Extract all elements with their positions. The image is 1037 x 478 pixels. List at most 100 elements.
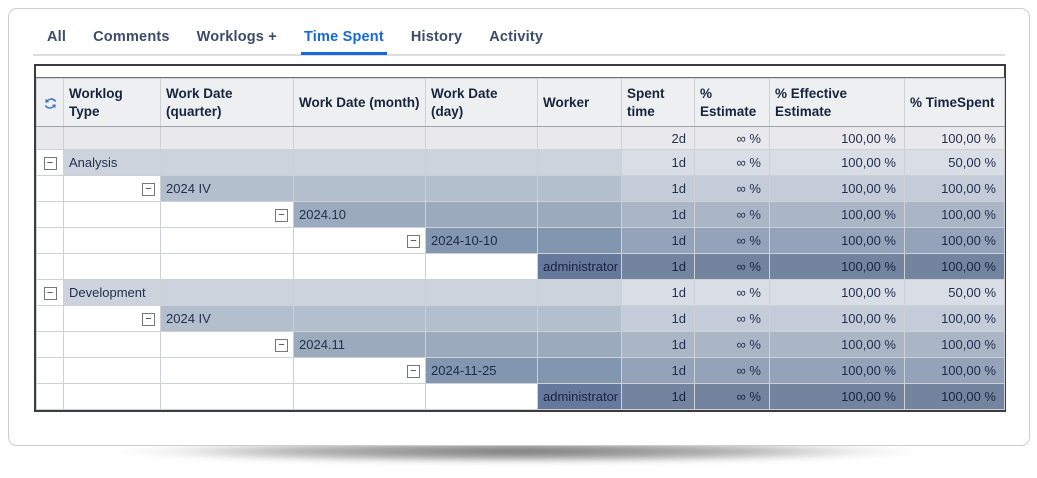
expander-cell: −	[36, 279, 64, 306]
cell	[425, 383, 538, 410]
cell	[293, 149, 426, 176]
cell	[36, 201, 64, 228]
value-cell-effective: 100,00 %	[769, 126, 905, 150]
cell	[63, 253, 161, 280]
table-toolbar-strip	[36, 66, 1004, 78]
value-cell-effective: 100,00 %	[769, 149, 905, 176]
value-cell-spent: 1d	[621, 149, 695, 176]
cell	[537, 279, 622, 306]
tab-bar-divider	[33, 54, 1005, 56]
refresh-header-cell[interactable]	[36, 78, 64, 127]
tab-comments[interactable]: Comments	[93, 29, 170, 45]
cell	[63, 357, 161, 384]
value-cell-spent: 1d	[621, 331, 695, 358]
collapse-toggle[interactable]: −	[142, 183, 155, 197]
value-cell-effective: 100,00 %	[769, 253, 905, 280]
collapse-toggle[interactable]: −	[407, 365, 420, 379]
value-cell-timespent: 100,00 %	[904, 305, 1005, 332]
cell	[425, 331, 538, 358]
group-label: 2024 IV	[160, 175, 294, 202]
cell	[36, 253, 64, 280]
tab-time-spent[interactable]: Time Spent	[300, 29, 387, 55]
cell	[425, 253, 538, 280]
cell	[537, 175, 622, 202]
value-cell-effective: 100,00 %	[769, 279, 905, 306]
group-label: Analysis	[63, 149, 161, 176]
value-cell-timespent: 50,00 %	[904, 149, 1005, 176]
expander-cell: −	[293, 227, 426, 254]
group-label: administrator	[537, 383, 622, 410]
cell	[36, 305, 64, 332]
value-cell-estimate: ∞ %	[694, 175, 770, 202]
value-cell-estimate: ∞ %	[694, 149, 770, 176]
tab-all[interactable]: All	[47, 29, 67, 45]
value-cell-effective: 100,00 %	[769, 201, 905, 228]
page-frame: All Comments Worklogs + Time Spent History Ac…	[8, 8, 1030, 446]
value-cell-effective: 100,00 %	[769, 331, 905, 358]
expander-cell: −	[36, 149, 64, 176]
collapse-toggle[interactable]: −	[43, 157, 57, 171]
collapse-toggle[interactable]: −	[407, 235, 420, 249]
tab-worklogs[interactable]: Worklogs +	[196, 29, 277, 45]
value-cell-estimate: ∞ %	[694, 253, 770, 280]
cell	[293, 175, 426, 202]
cell	[160, 383, 294, 410]
tab-activity[interactable]: Activity	[489, 29, 544, 45]
cell	[537, 227, 622, 254]
cell	[160, 253, 294, 280]
cell	[160, 149, 294, 176]
cell	[36, 383, 64, 410]
expander-cell: −	[160, 331, 294, 358]
cell	[293, 126, 426, 150]
group-label: 2024.11	[293, 331, 426, 358]
value-cell-effective: 100,00 %	[769, 175, 905, 202]
time-spent-grid: Worklog Type Work Date (quarter) Work Da…	[36, 78, 1005, 410]
collapse-toggle[interactable]: −	[43, 287, 57, 301]
column-header-spent-time: Spent time	[621, 78, 695, 127]
table-row: −2024 IV 1d ∞ % 100,00 % 100,00 %	[36, 305, 1005, 332]
collapse-toggle[interactable]: −	[275, 339, 288, 353]
table-row: administrator 1d ∞ % 100,00 % 100,00 %	[36, 253, 1005, 280]
column-header-pct-timespent: % TimeSpent	[904, 78, 1005, 127]
cell	[425, 126, 538, 150]
refresh-icon[interactable]	[43, 96, 58, 111]
value-cell-spent: 1d	[621, 175, 695, 202]
cell	[36, 175, 64, 202]
group-label: 2024-11-25	[425, 357, 538, 384]
group-label: Development	[63, 279, 161, 306]
value-cell-timespent: 100,00 %	[904, 253, 1005, 280]
value-cell-spent: 1d	[621, 227, 695, 254]
value-cell-estimate: ∞ %	[694, 227, 770, 254]
cell	[537, 201, 622, 228]
cell	[63, 227, 161, 254]
collapse-toggle[interactable]: −	[142, 313, 155, 327]
cell	[537, 305, 622, 332]
column-header-pct-estimate: % Estimate	[694, 78, 770, 127]
cell	[425, 149, 538, 176]
cell	[63, 126, 161, 150]
cell	[425, 279, 538, 306]
cell	[36, 331, 64, 358]
table-row: − Development 1d ∞ % 100,00 % 50,00 %	[36, 279, 1005, 306]
table-row: − Analysis 1d ∞ % 100,00 % 50,00 %	[36, 149, 1005, 176]
table-row: −2024 IV 1d ∞ % 100,00 % 100,00 %	[36, 175, 1005, 202]
cell	[537, 126, 622, 150]
column-header-worker: Worker	[537, 78, 622, 127]
value-cell-estimate: ∞ %	[694, 279, 770, 306]
expander-cell: −	[160, 201, 294, 228]
value-cell-estimate: ∞ %	[694, 383, 770, 410]
cell	[160, 126, 294, 150]
group-label: 2024 IV	[160, 305, 294, 332]
value-cell-estimate: ∞ %	[694, 305, 770, 332]
collapse-toggle[interactable]: −	[275, 209, 288, 223]
column-header-work-date-quarter: Work Date (quarter)	[160, 78, 294, 127]
value-cell-timespent: 50,00 %	[904, 279, 1005, 306]
value-cell-timespent: 100,00 %	[904, 331, 1005, 358]
value-cell-effective: 100,00 %	[769, 383, 905, 410]
value-cell-effective: 100,00 %	[769, 305, 905, 332]
cell	[160, 227, 294, 254]
tab-history[interactable]: History	[410, 29, 463, 45]
value-cell-effective: 100,00 %	[769, 227, 905, 254]
cell	[63, 201, 161, 228]
cell	[425, 175, 538, 202]
